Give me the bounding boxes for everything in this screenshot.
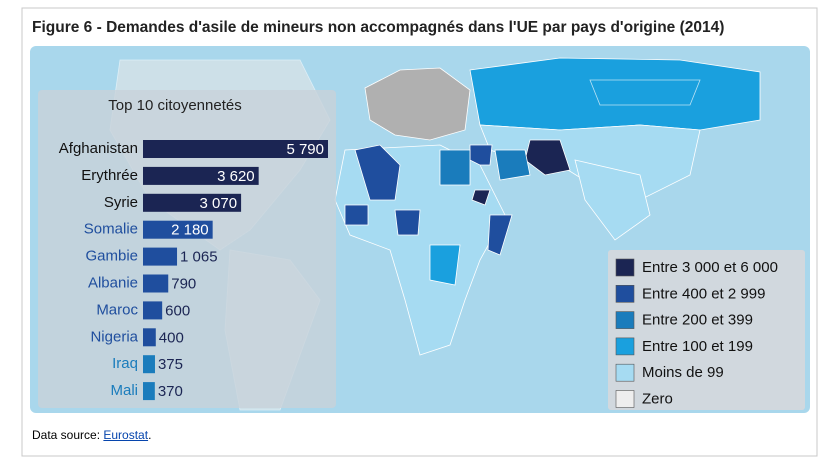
bar	[143, 301, 163, 320]
legend-label: Entre 200 et 399	[642, 312, 753, 329]
legend-swatch	[615, 390, 635, 408]
bar-chart: Afghanistan 5 790 Erythrée 3 620 Syrie 3 070 S…	[59, 140, 328, 401]
value-label: 375	[158, 356, 183, 373]
bar-panel	[38, 90, 336, 408]
bar	[143, 220, 213, 239]
bar	[143, 355, 155, 374]
map-legend: Entre 3 000 et 6 000 Entre 400 et 2 999 En…	[615, 258, 778, 408]
legend-label: Entre 400 et 2 999	[642, 285, 765, 302]
figure-title: Figure 6 - Demandes d'asile de mineurs n…	[32, 19, 724, 36]
bar	[143, 166, 259, 185]
legend-label: Entre 3 000 et 6 000	[642, 259, 778, 276]
value-label: 3 070	[200, 195, 238, 212]
value-label: 3 620	[217, 168, 255, 185]
legend-swatch	[615, 363, 635, 382]
category-label: Syrie	[104, 194, 138, 211]
bar	[143, 247, 178, 266]
category-label: Iraq	[112, 355, 138, 372]
legend-box	[608, 250, 805, 410]
source-link[interactable]: Eurostat	[103, 428, 149, 442]
category-label: Mali	[110, 382, 138, 399]
frame	[21, 7, 818, 457]
legend-label: Zero	[642, 390, 673, 407]
category-label: Nigeria	[90, 328, 138, 345]
bar	[143, 328, 156, 347]
legend-swatch	[615, 284, 635, 303]
bar	[143, 193, 242, 212]
bar	[143, 140, 328, 158]
category-label: Afghanistan	[59, 140, 138, 157]
category-label: Maroc	[96, 301, 138, 318]
bar-panel-title: Top 10 citoyennetés	[108, 97, 241, 114]
value-label: 1 065	[180, 249, 218, 266]
category-label: Somalie	[84, 221, 138, 238]
legend-label: Entre 100 et 199	[642, 338, 753, 355]
bar	[143, 274, 169, 293]
category-label: Gambie	[85, 248, 138, 265]
source-prefix: Data source:	[32, 428, 104, 442]
value-label: 400	[159, 329, 184, 346]
value-label: 5 790	[286, 141, 324, 158]
legend-label: Moins de 99	[642, 364, 724, 381]
source-suffix: .	[148, 428, 152, 442]
category-label: Albanie	[88, 274, 138, 291]
legend-swatch	[615, 337, 635, 356]
value-label: 370	[158, 383, 183, 400]
legend-swatch	[615, 311, 635, 329]
category-label: Erythrée	[81, 167, 138, 184]
value-label: 2 180	[171, 222, 209, 239]
value-label: 600	[165, 302, 190, 319]
bar	[143, 382, 155, 401]
value-label: 790	[171, 275, 196, 292]
data-source: Data source: Eurostat.	[32, 428, 151, 442]
legend-swatch	[615, 258, 635, 277]
